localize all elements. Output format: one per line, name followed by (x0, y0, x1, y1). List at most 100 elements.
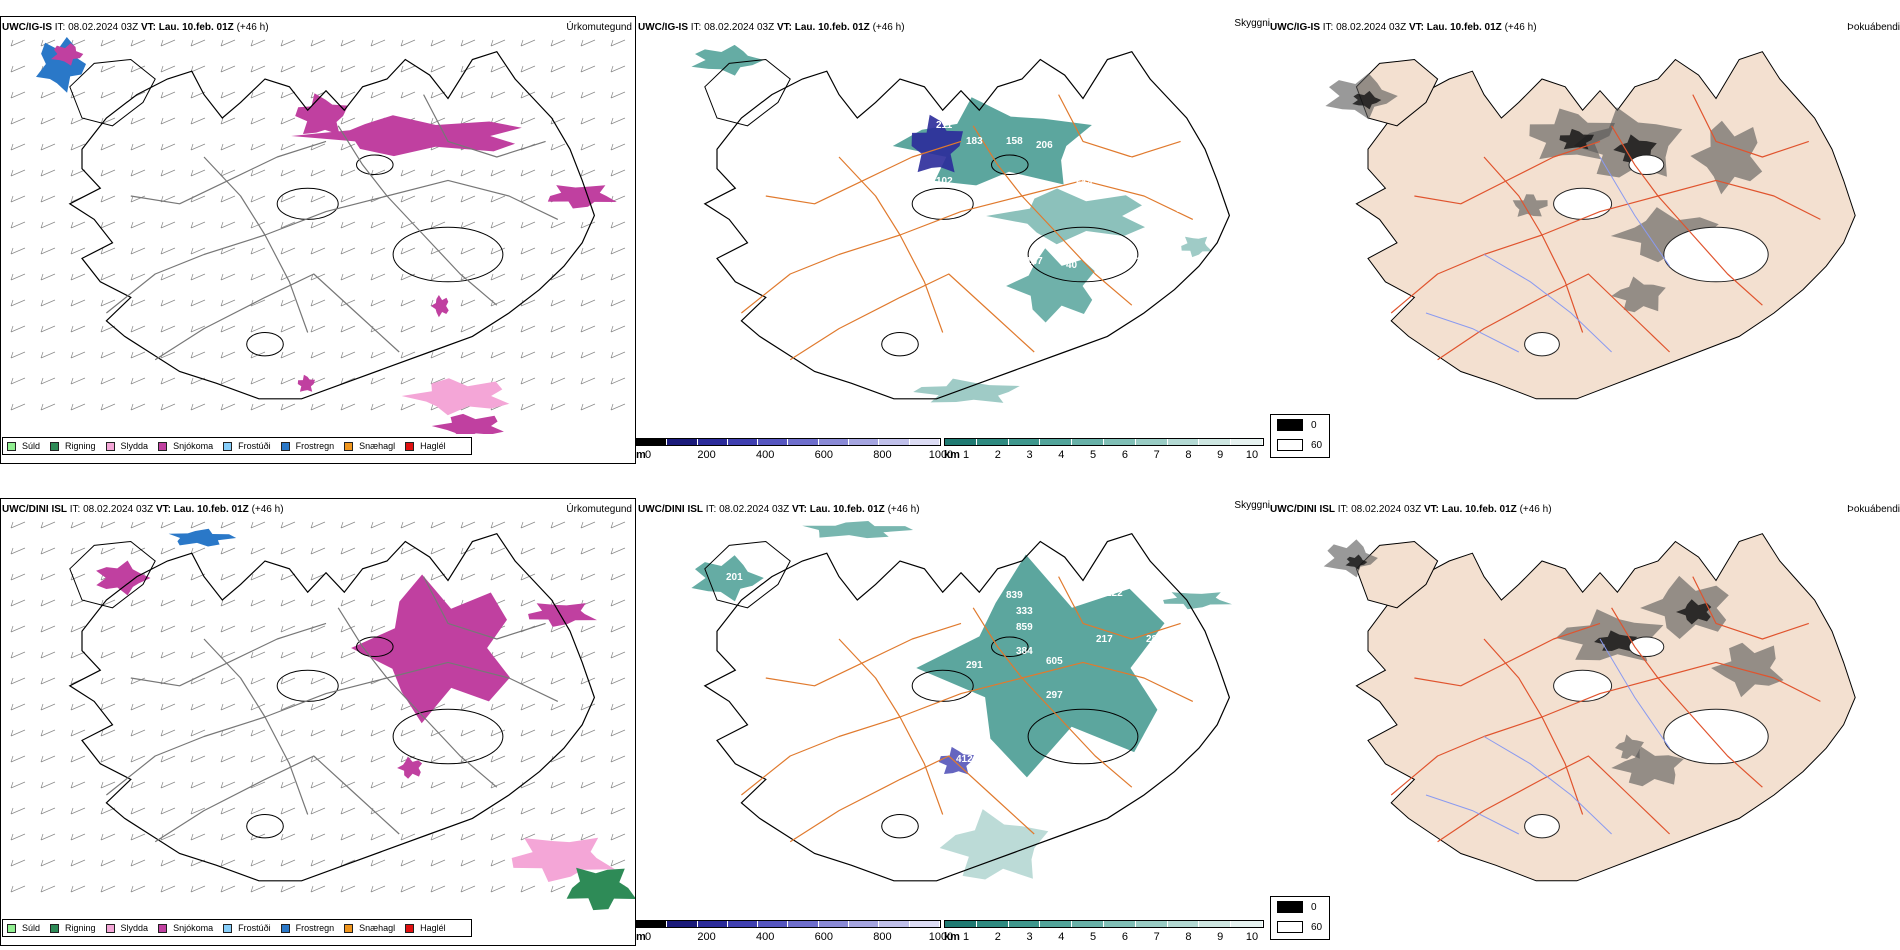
colorbar-tick: 2 (994, 931, 1001, 943)
cloudbase-cells (636, 438, 941, 446)
colorbar-cell (1103, 439, 1136, 445)
legend-swatch (105, 923, 115, 933)
colorbar-tick: 1000 (928, 449, 954, 461)
legend-swatch (223, 441, 233, 451)
colorbar-cell (1103, 921, 1136, 927)
colorbar-cell (727, 921, 759, 927)
vt-label: VT: (791, 504, 807, 515)
visibility-colorbar: km 1 2 3 4 5 6 7 8 9 10 (944, 438, 1264, 462)
cover-swatch (1277, 901, 1303, 913)
vt-value: Lau. 10.feb. 01Z (158, 22, 234, 33)
vt-value: Lau. 10.feb. 01Z (1441, 504, 1517, 515)
legend-label: Frostúði (238, 441, 271, 451)
colorbar-tick: 0 (644, 931, 652, 943)
it-label: IT: (690, 22, 702, 33)
cloudbase-label: 158 (1006, 136, 1023, 147)
legend-item: Snjókoma (158, 923, 213, 933)
cloudbase-ticks: 0 200 400 600 800 1000 (645, 449, 953, 461)
cloudbase-label: 384 (1016, 646, 1033, 657)
legend-item: Haglél (405, 441, 446, 451)
product-name: Skyggni (1234, 18, 1270, 29)
lead-time: (+46 h) (236, 22, 269, 33)
colorbar-tick: 400 (756, 449, 775, 461)
top-cloud-panel: UWC/IG-IS IT: 08.02.2024 03Z VT: Lau. 10… (636, 0, 1330, 466)
panel-title: UWC/DINI ISL IT: 08.02.2024 03Z VT: Lau.… (2, 504, 284, 516)
precip-legend: Súld Rigning Slydda Snjókoma Frostúði Frostre… (2, 437, 472, 455)
cloudbase-label: 524 (1056, 568, 1073, 579)
legend-swatch (158, 441, 168, 451)
legend-item: Snæhagl (344, 923, 395, 933)
product-name: Þokuábendi (1847, 504, 1900, 515)
legend-item: Súld (7, 441, 40, 451)
vt-label: VT: (776, 22, 792, 33)
cloudbase-label: 183 (966, 136, 983, 147)
cover-legend-item: 60 (1277, 439, 1322, 451)
lead-time: (+46 h) (1504, 22, 1537, 33)
colorbar-tick: 8 (1185, 449, 1192, 461)
colorbar-cell (758, 439, 789, 445)
colorbar-cell (976, 921, 1009, 927)
legend-label: Súld (22, 441, 41, 451)
colorbar-tick: 5 (1090, 449, 1097, 461)
cloudbase-label: 142 (1136, 256, 1153, 267)
cloudbase-label: 291 (966, 660, 983, 671)
colorbar-cell (879, 921, 910, 927)
cover-label: 0 (1311, 901, 1317, 913)
cover-label: 60 (1311, 439, 1323, 451)
legend-label: Haglél (420, 441, 446, 451)
it-label: IT: (54, 22, 66, 33)
colorbar-tick: 1 (962, 931, 970, 943)
colorbar-cell (637, 439, 668, 445)
cover-legend-item: 60 (1277, 921, 1322, 933)
legend-swatch (158, 923, 168, 933)
colorbar-tick: 800 (873, 931, 892, 943)
colorbar-tick: 200 (697, 931, 716, 943)
legend-label: Snjókoma (173, 441, 214, 451)
cloudbase-unit: m (636, 449, 646, 461)
model-name: UWC/DINI ISL (2, 504, 67, 515)
visibility-cells (944, 920, 1264, 928)
legend-swatch (7, 441, 16, 451)
cover-label: 0 (1311, 419, 1317, 431)
visibility-cells (944, 438, 1264, 446)
visibility-ticks: 1 2 3 4 5 6 7 8 9 10 (963, 449, 1258, 461)
colorbar-tick: 200 (697, 449, 716, 461)
legend-item: Súld (7, 923, 40, 933)
colorbar-cell (849, 921, 880, 927)
top-precip-panel: UWC/IG-IS IT: 08.02.2024 03Z VT: Lau. 10… (0, 0, 636, 466)
fog-map (1325, 51, 1856, 400)
it-value: 08.02.2024 03Z (719, 504, 790, 515)
it-value: 08.02.2024 03Z (83, 504, 154, 515)
colorbar-tick: 6 (1121, 449, 1128, 461)
cloud-map: 201 524 839 222 333 859 217 284 384 605 291 297 412 2… (691, 521, 1232, 882)
product-name: Þokuábendi (1847, 22, 1900, 33)
legend-swatch (405, 923, 415, 933)
vt-label: VT: (1423, 504, 1439, 515)
colorbar-tick: 5 (1090, 931, 1097, 943)
colorbar-cell (1008, 439, 1041, 445)
it-value: 08.02.2024 03Z (1336, 22, 1407, 33)
bottom-precip-panel: UWC/DINI ISL IT: 08.02.2024 03Z VT: Lau.… (0, 482, 636, 948)
visibility-ticks: 1 2 3 4 5 6 7 8 9 10 (962, 931, 1258, 943)
colorbar-tick: 400 (756, 931, 775, 943)
cloudbase-cells (636, 920, 941, 928)
colorbar-cell (667, 439, 698, 445)
colorbar-cell (697, 439, 728, 445)
legend-item: Frostregn (280, 923, 335, 933)
colorbar-cell (1135, 439, 1168, 445)
colorbar-tick: 7 (1153, 931, 1160, 943)
product-name: Úrkomutegund (566, 504, 632, 515)
colorbar-tick: 4 (1058, 449, 1065, 461)
legend-swatch (405, 441, 415, 451)
cover-swatch (1277, 439, 1303, 451)
colorbar-cell (1072, 439, 1104, 445)
legend-swatch (50, 441, 60, 451)
legend-item: Frostúði (223, 923, 271, 933)
cloudbase-label: 678 (1136, 162, 1153, 173)
colorbar-cell (1199, 921, 1232, 927)
vt-label: VT: (1408, 22, 1424, 33)
it-value: 08.02.2024 03Z (68, 22, 139, 33)
bottom-fog-panel: UWC/DINI ISL IT: 08.02.2024 03Z VT: Lau.… (1270, 482, 1900, 948)
legend-label: Frostregn (295, 923, 335, 933)
cloudbase-label: 206 (1036, 140, 1053, 151)
